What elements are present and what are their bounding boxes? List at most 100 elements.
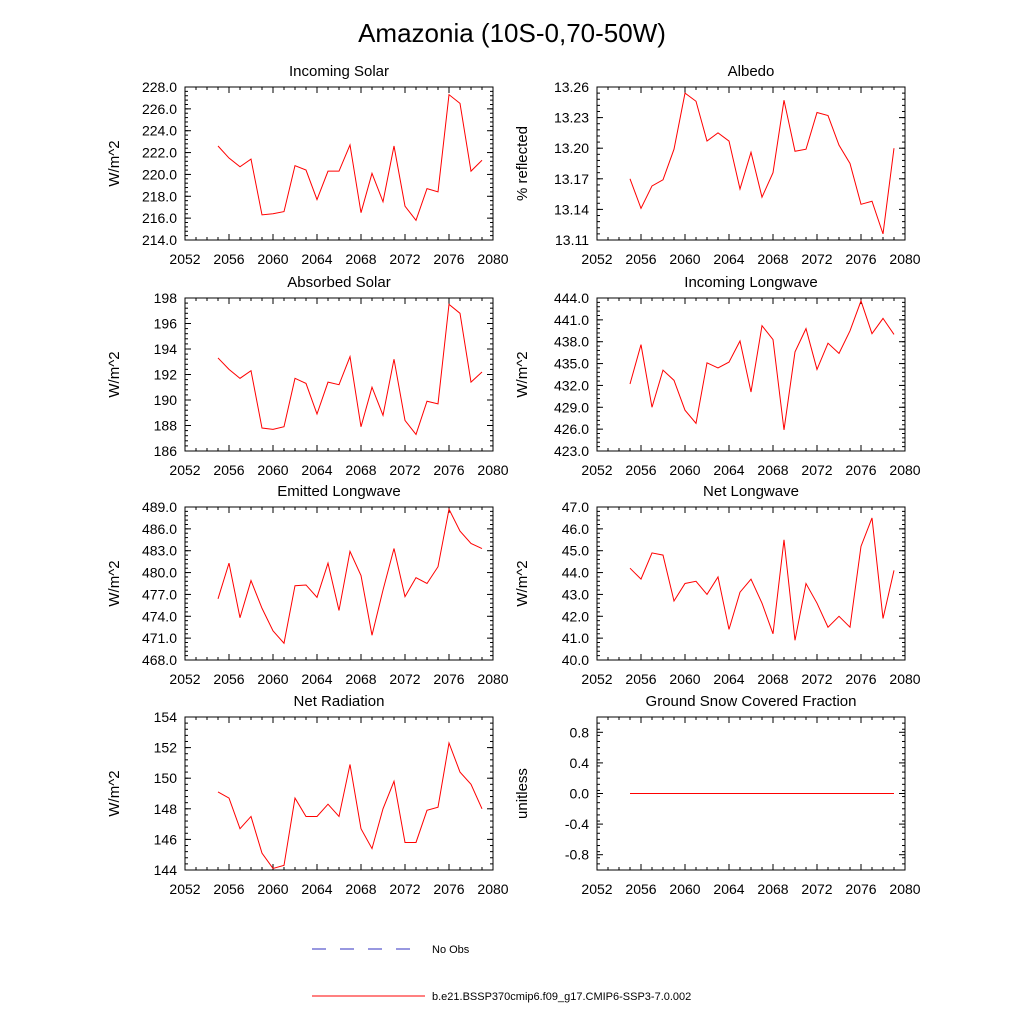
x-tick-label: 2076 [433,462,464,478]
x-tick-label: 2060 [669,881,700,897]
series-line [629,92,895,235]
series-line [629,299,895,430]
y-tick-label: -0.4 [565,816,589,832]
y-tick-label: 435.0 [554,356,589,372]
y-tick-label: 46.0 [562,521,589,537]
figure-title: Amazonia (10S-0,70-50W) [358,18,666,48]
y-tick-label: 0.0 [570,786,590,802]
x-tick-label: 2052 [169,251,200,267]
y-tick-label: 41.0 [562,630,589,646]
panels-group: Incoming Solar 2052 2056 2060 2064 2068 2072 20… [106,63,921,897]
y-axis-label: W/m^2 [514,560,531,606]
y-tick-label: 186 [154,443,178,459]
x-tick-label: 2072 [801,462,832,478]
y-tick-label: 154 [154,709,178,725]
x-tick-label: 2072 [801,881,832,897]
y-tick-label: 144 [154,862,178,878]
x-tick-label: 2052 [581,881,612,897]
panel-title: Emitted Longwave [277,483,400,500]
x-tick-label: 2076 [845,462,876,478]
y-tick-label: 432.0 [554,377,589,393]
y-tick-label: 47.0 [562,499,589,515]
y-tick-label: 224.0 [142,123,177,139]
x-tick-label: 2052 [169,881,200,897]
x-tick-label: 2052 [581,251,612,267]
x-tick-label: 2076 [845,881,876,897]
panel-title: Ground Snow Covered Fraction [646,693,857,710]
x-tick-label: 2052 [169,671,200,687]
y-axis-label: W/m^2 [106,140,123,186]
y-tick-label: 477.0 [142,586,177,602]
y-tick-label: 474.0 [142,608,177,624]
y-tick-label: 152 [154,740,178,756]
y-tick-label: 196 [154,316,178,332]
x-tick-label: 2064 [713,671,744,687]
x-tick-label: 2056 [625,251,656,267]
chart-panel-5: Emitted Longwave 2052 2056 2060 2064 2068 2072… [106,483,509,687]
chart-panel-7: Net Radiation 2052 2056 2060 2064 2068 2072 207… [106,693,509,897]
panel-title: Net Radiation [294,693,385,710]
y-tick-label: 194 [154,341,178,357]
x-tick-label: 2072 [389,251,420,267]
y-tick-label: 441.0 [554,312,589,328]
x-tick-label: 2072 [389,881,420,897]
x-tick-label: 2064 [301,251,332,267]
y-tick-label: 483.0 [142,543,177,559]
x-tick-label: 2056 [213,881,244,897]
series-line [217,93,483,222]
x-tick-label: 2064 [713,251,744,267]
y-tick-label: 228.0 [142,79,177,95]
x-tick-label: 2076 [845,671,876,687]
panel-title: Net Longwave [703,483,799,500]
y-tick-label: 0.4 [570,755,590,771]
x-tick-label: 2076 [433,881,464,897]
x-tick-label: 2068 [345,881,376,897]
x-tick-label: 2068 [345,671,376,687]
y-tick-label: 192 [154,367,178,383]
y-tick-label: 13.26 [554,79,589,95]
x-tick-label: 2056 [625,671,656,687]
y-tick-label: 13.11 [555,232,589,248]
y-axis-label: W/m^2 [106,560,123,606]
chart-panel-3: Absorbed Solar 2052 2056 2060 2064 2068 2072 20… [106,274,509,478]
x-tick-label: 2060 [669,251,700,267]
panel-title: Incoming Solar [289,63,389,80]
y-tick-label: 444.0 [554,290,589,306]
x-tick-label: 2072 [389,462,420,478]
y-tick-label: 220.0 [142,166,177,182]
x-tick-label: 2076 [433,671,464,687]
y-axis-label: % reflected [514,126,531,201]
x-tick-label: 2080 [477,671,508,687]
x-tick-label: 2052 [169,462,200,478]
y-tick-label: 489.0 [142,499,177,515]
y-tick-label: 45.0 [562,543,589,559]
panel-title: Absorbed Solar [287,274,390,291]
chart-panel-8: Ground Snow Covered Fraction 2052 2056 2060… [514,693,921,897]
y-tick-label: 43.0 [562,586,589,602]
y-tick-label: 13.14 [554,201,589,217]
chart-panel-6: Net Longwave 2052 2056 2060 2064 2068 2072 2076… [514,483,921,687]
x-tick-label: 2080 [889,462,920,478]
x-tick-label: 2080 [477,881,508,897]
y-tick-label: 13.20 [554,140,589,156]
y-tick-label: 226.0 [142,101,177,117]
chart-panel-2: Albedo 2052 2056 2060 2064 2068 2072 2076 2080 13… [514,63,921,267]
panel-title: Albedo [728,63,775,80]
y-tick-label: 468.0 [142,652,177,668]
y-tick-label: 148 [154,801,178,817]
legend-obs-label: No Obs [432,944,470,956]
y-axis-label: W/m^2 [514,351,531,397]
x-tick-label: 2068 [345,462,376,478]
y-tick-label: 146 [154,831,178,847]
x-tick-label: 2060 [257,251,288,267]
y-tick-label: 198 [154,290,178,306]
y-tick-label: 218.0 [142,188,177,204]
x-tick-label: 2056 [213,462,244,478]
series-line [217,741,483,870]
x-tick-label: 2080 [889,881,920,897]
x-tick-label: 2060 [669,462,700,478]
x-tick-label: 2056 [213,251,244,267]
x-tick-label: 2076 [845,251,876,267]
